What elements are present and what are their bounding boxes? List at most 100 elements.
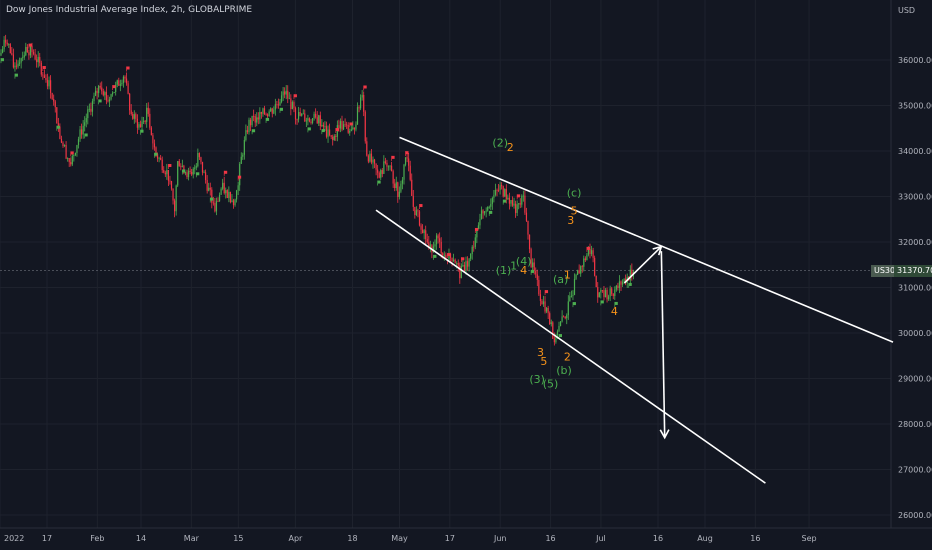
buy-signal-flag (531, 269, 535, 273)
forecast-arrow-shaft[interactable] (623, 245, 662, 284)
candle-body (363, 94, 365, 112)
candle-body (270, 108, 272, 112)
candle-body (511, 199, 514, 206)
candle-body (194, 167, 196, 169)
candle-body (375, 163, 377, 170)
candle-body (98, 85, 100, 94)
time-tick-label: 2022 (4, 534, 24, 543)
candle-body (31, 45, 33, 53)
forecast-arrow-head[interactable] (652, 245, 663, 256)
candle-body (212, 202, 214, 204)
candle-body (39, 57, 41, 63)
candle-body (550, 322, 552, 324)
candle-body (471, 246, 473, 254)
candle-body (166, 170, 168, 175)
buy-signal-flag (503, 199, 507, 203)
buy-signal-flag (280, 107, 283, 111)
candle-body (510, 199, 512, 204)
candle-body (136, 118, 138, 128)
candle-body (198, 152, 200, 158)
time-tick-label: 16 (653, 534, 663, 543)
candle-body (243, 139, 245, 155)
candle-body (259, 111, 261, 120)
price-tick-label: 35000.00 (898, 102, 932, 111)
candle-body (178, 161, 180, 167)
forecast-arrow-head[interactable] (659, 429, 670, 440)
elliott-wave-label: 5 (540, 355, 547, 368)
candle-body (480, 210, 483, 220)
candles (0, 34, 634, 346)
candle-body (152, 135, 154, 144)
candle-body (248, 119, 250, 133)
forecast-arrow-shaft[interactable] (660, 251, 666, 438)
candle-body (578, 270, 580, 274)
trendline[interactable] (399, 136, 894, 343)
candle-body (594, 257, 596, 276)
candle-body (434, 244, 436, 247)
chart-title: Dow Jones Industrial Average Index, 2h, … (6, 5, 253, 15)
candle-body (603, 290, 605, 298)
candle-body (315, 113, 317, 118)
candle-body (133, 114, 135, 119)
candle-body (307, 118, 309, 121)
time-tick-label: Aug (697, 534, 713, 543)
sell-signal-flag (517, 194, 521, 198)
candle-body (490, 203, 492, 207)
candle-body (499, 185, 501, 191)
trendline[interactable] (375, 209, 766, 484)
candle-body (302, 113, 304, 115)
candle-body (425, 230, 427, 240)
candle-body (132, 113, 134, 119)
candle-body (360, 97, 362, 109)
candle-body (209, 187, 211, 190)
elliott-wave-label: (2) (492, 136, 508, 149)
candle-body (445, 254, 447, 260)
candle-body (524, 195, 526, 213)
buy-signal-flag (266, 117, 270, 121)
candle-body (462, 264, 464, 267)
candle-body (488, 206, 490, 208)
candle-body (470, 253, 472, 259)
price-axis[interactable]: 36000.00 35000.00 34000.00 33000.00 32000.00… (898, 56, 932, 520)
candle-body (456, 262, 458, 264)
candle-body (5, 39, 7, 43)
time-axis[interactable]: 2022 17 Feb 14 Mar 15 Apr 18 May 17 Jun 16 Jul 16 Aug 1… (4, 534, 817, 543)
candle-body (505, 189, 507, 200)
candle-body (105, 92, 107, 101)
symbol-badge: US30 (871, 264, 899, 277)
candle-body (254, 116, 256, 123)
candle-body (301, 113, 303, 116)
trendlines[interactable] (375, 136, 894, 484)
candle-body (201, 161, 204, 173)
candle-body (14, 65, 16, 68)
candle-body (85, 118, 87, 123)
candle-body (577, 270, 579, 275)
candle-body (175, 185, 177, 212)
candle-body (273, 109, 275, 114)
candle-body (217, 201, 219, 203)
candle-body (519, 203, 521, 205)
sell-signal-flag (168, 164, 172, 168)
candle-body (364, 111, 366, 142)
candle-body (206, 180, 208, 191)
candle-body (391, 165, 393, 172)
candle-body (324, 126, 326, 128)
time-tick-label: 16 (750, 534, 760, 543)
candle-body (287, 90, 289, 99)
candle-body (525, 212, 528, 221)
candle-body (308, 118, 311, 122)
candle-body (370, 153, 373, 163)
candle-body (598, 292, 600, 298)
candle-body (377, 169, 379, 173)
candle-body (129, 93, 131, 111)
candle-body (380, 170, 382, 178)
candle-body (501, 185, 503, 187)
candle-body (180, 166, 182, 168)
candle-body (553, 338, 555, 343)
candle-body (583, 258, 585, 267)
candle-body (74, 152, 76, 155)
candle-body (304, 113, 306, 122)
candle-body (122, 76, 125, 83)
candle-body (597, 287, 599, 298)
